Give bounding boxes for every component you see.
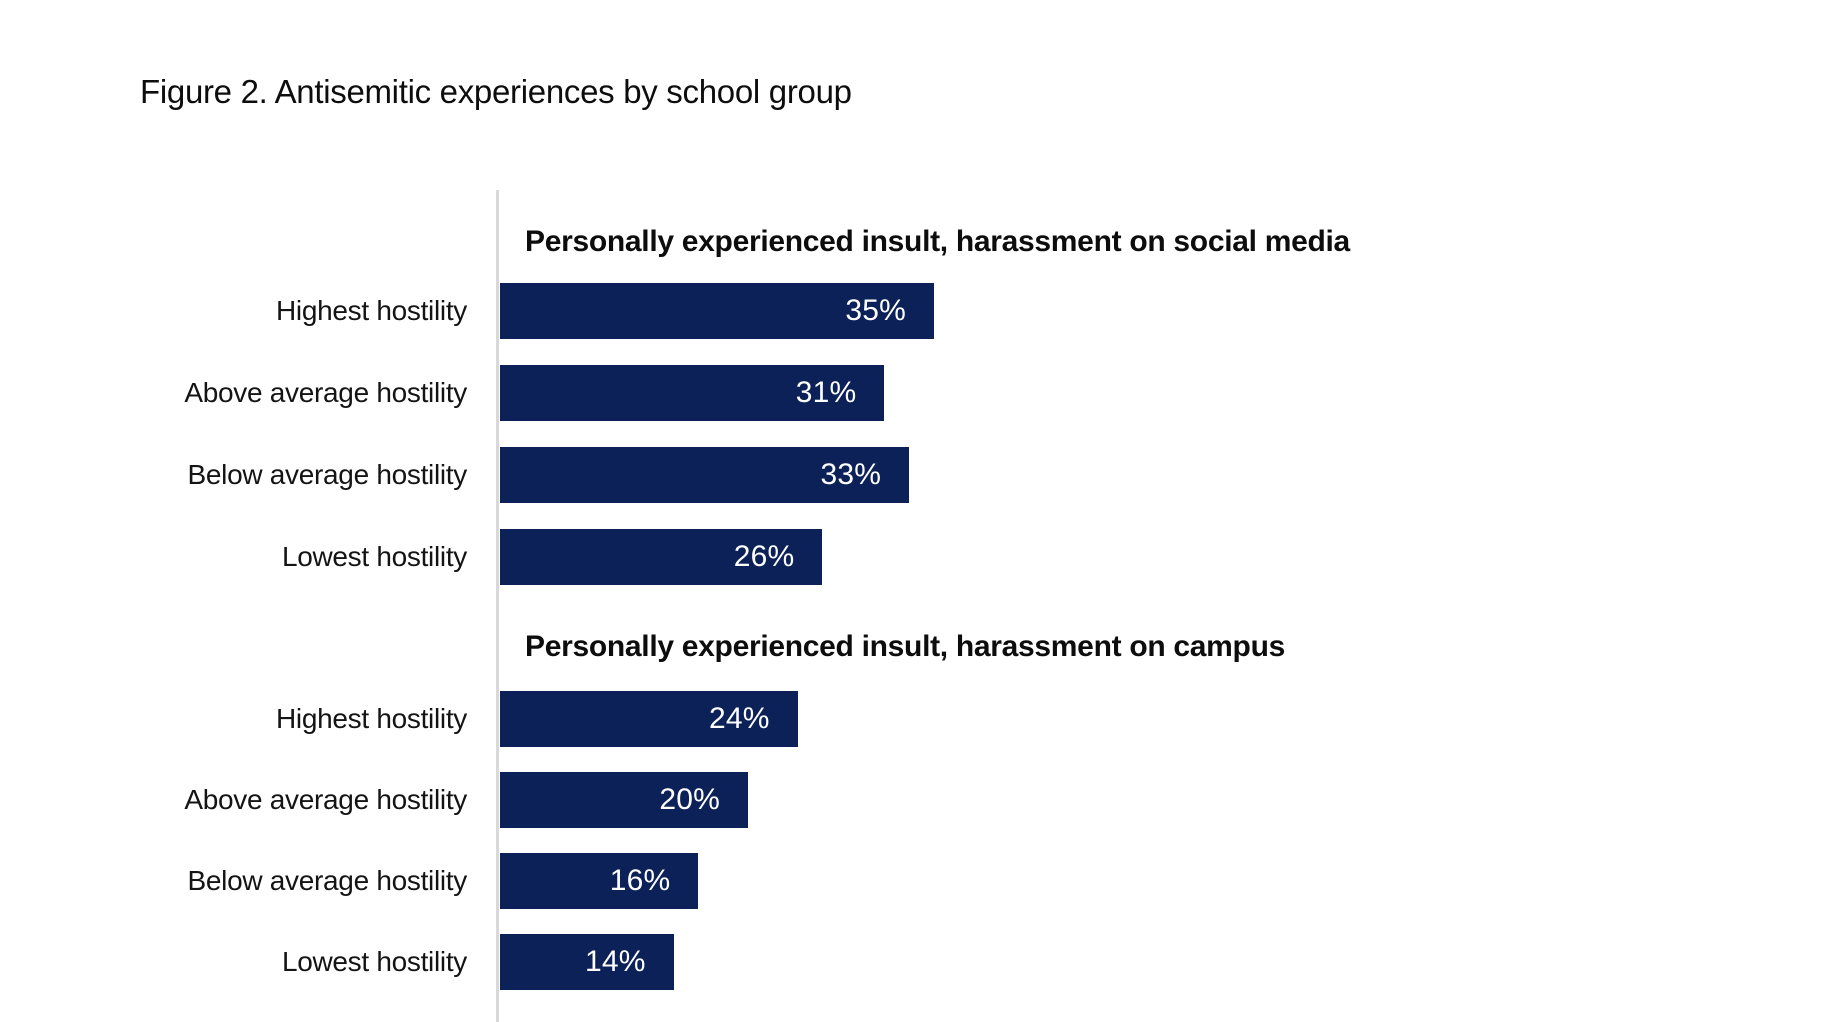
bar-row: Below average hostility 16% xyxy=(0,853,1834,909)
bar-value-label: 35% xyxy=(845,294,906,327)
bar-value-label: 14% xyxy=(584,945,646,978)
bar-lowest-hostility-social-media: 26% xyxy=(500,529,823,585)
category-label: Above average hostility xyxy=(184,377,467,408)
bar-lowest-hostility-campus: 14% xyxy=(500,934,674,990)
category-label: Highest hostility xyxy=(276,295,467,326)
bar-value-label: 33% xyxy=(820,458,882,491)
category-label: Below average hostility xyxy=(187,865,468,896)
bar-row: Highest hostility 35% xyxy=(0,283,1834,339)
group-header-social-media: Personally experienced insult, harassmen… xyxy=(525,225,1350,258)
bar-value-label: 31% xyxy=(795,376,857,409)
bar-below-average-hostility-social-media: 33% xyxy=(500,447,910,503)
bar-row: Above average hostility 20% xyxy=(0,772,1834,828)
figure-title: Figure 2. Antisemitic experiences by sch… xyxy=(140,73,852,110)
bar-row: Lowest hostility 26% xyxy=(0,529,1834,585)
bar-highest-hostility-campus: 24% xyxy=(500,691,798,747)
bar-row: Above average hostility 31% xyxy=(0,365,1834,421)
category-label: Above average hostility xyxy=(184,784,467,815)
bar-value-label: 26% xyxy=(733,540,795,573)
category-label: Highest hostility xyxy=(276,703,467,734)
y-axis-line xyxy=(496,190,499,1022)
bar-row: Lowest hostility 14% xyxy=(0,934,1834,990)
bar-value-label: 16% xyxy=(609,864,671,897)
group-header-campus: Personally experienced insult, harassmen… xyxy=(525,630,1285,663)
bar-value-label: 24% xyxy=(708,702,770,735)
category-label: Lowest hostility xyxy=(281,946,467,977)
bar-above-average-hostility-social-media: 31% xyxy=(500,365,885,421)
category-label: Below average hostility xyxy=(187,459,468,490)
bar-row: Highest hostility 24% xyxy=(0,691,1834,747)
bar-highest-hostility-social-media: 35% xyxy=(500,283,934,339)
bar-row: Below average hostility 33% xyxy=(0,447,1834,503)
bar-below-average-hostility-campus: 16% xyxy=(500,853,699,909)
bar-above-average-hostility-campus: 20% xyxy=(500,772,748,828)
category-label: Lowest hostility xyxy=(281,541,467,572)
bar-value-label: 20% xyxy=(659,783,720,816)
